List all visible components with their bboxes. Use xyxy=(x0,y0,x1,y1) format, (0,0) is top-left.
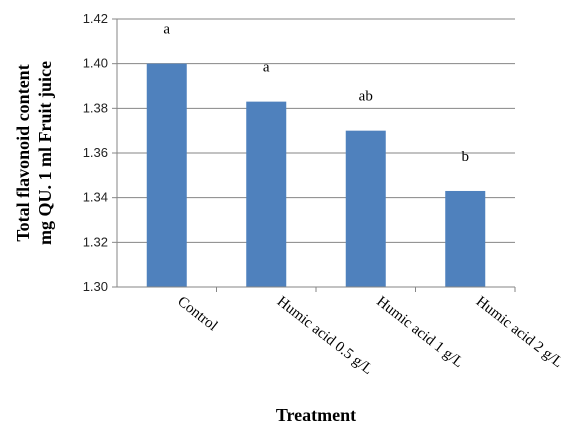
y-axis-ticks: 1.30 1.32 1.34 1.36 1.38 1.40 1.42 xyxy=(83,11,117,294)
y-tick-label: 1.40 xyxy=(83,56,108,71)
x-category-label: Humic acid 2 g/L xyxy=(473,294,566,371)
y-axis-title-line-1: Total flavonoid content xyxy=(13,64,33,241)
x-category-label: Humic acid 1 g/L xyxy=(373,294,466,371)
y-tick-label: 1.30 xyxy=(83,279,108,294)
significance-letter: a xyxy=(163,22,170,38)
y-tick-label: 1.34 xyxy=(83,190,108,205)
x-category-label: Humic acid 0.5 g/L xyxy=(274,294,376,378)
significance-letter: b xyxy=(462,149,470,165)
bar xyxy=(146,63,187,287)
y-tick-label: 1.36 xyxy=(83,145,108,160)
y-tick-label: 1.42 xyxy=(83,11,108,26)
x-axis-title: Treatment xyxy=(276,405,356,425)
significance-letter: ab xyxy=(359,89,373,105)
bar xyxy=(445,190,486,287)
significance-letters: a a ab b xyxy=(163,22,469,165)
y-tick-label: 1.32 xyxy=(83,234,108,249)
y-axis-title-line-2: mg QU. 1 ml Fruit juice xyxy=(35,61,55,245)
significance-letter: a xyxy=(263,60,270,76)
y-tick-label: 1.38 xyxy=(83,100,108,115)
bar xyxy=(345,130,386,287)
bar xyxy=(246,101,287,287)
bars xyxy=(146,63,486,287)
x-category-label: Control xyxy=(174,294,220,335)
